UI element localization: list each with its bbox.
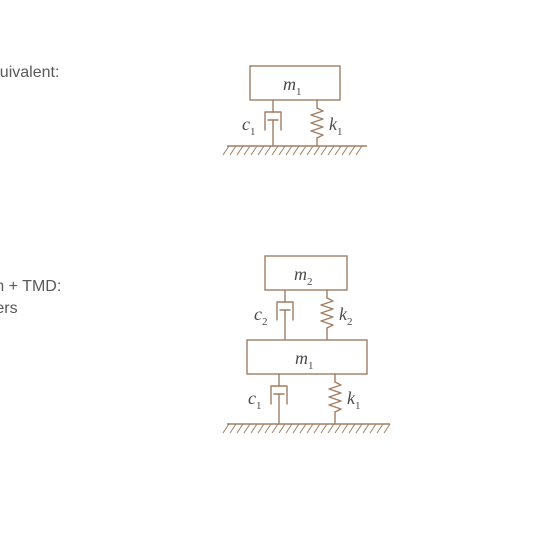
caption-tmd: em + TMD: eters c2 [0, 276, 61, 343]
ground-hatch-tmd [223, 424, 390, 433]
spring-k1b-label: k1 [347, 388, 361, 412]
caption-tmd-line3: c2 [0, 319, 61, 343]
ground-hatch-sdof [223, 146, 362, 155]
damper-c1b [271, 374, 287, 424]
diagram-sdof: m1 c1 k1 [215, 60, 415, 190]
caption-tmd-line1: em + TMD: [0, 276, 61, 298]
damper-c2-label: c2 [254, 304, 268, 328]
spring-k2-label: k2 [339, 304, 353, 328]
spring-k1 [311, 100, 323, 146]
spring-k1-label: k1 [329, 114, 343, 138]
caption-sdof: equivalent: [0, 62, 59, 84]
damper-c1b-label: c1 [248, 388, 262, 412]
damper-c1-label: c1 [242, 114, 256, 138]
damper-c2 [277, 290, 293, 340]
damper-c1 [265, 100, 281, 146]
caption-tmd-line2: eters [0, 298, 61, 320]
spring-k1b [329, 374, 341, 424]
spring-k2 [321, 290, 333, 340]
diagram-tmd: m2 c2 k2 m1 c1 k1 [215, 250, 435, 480]
